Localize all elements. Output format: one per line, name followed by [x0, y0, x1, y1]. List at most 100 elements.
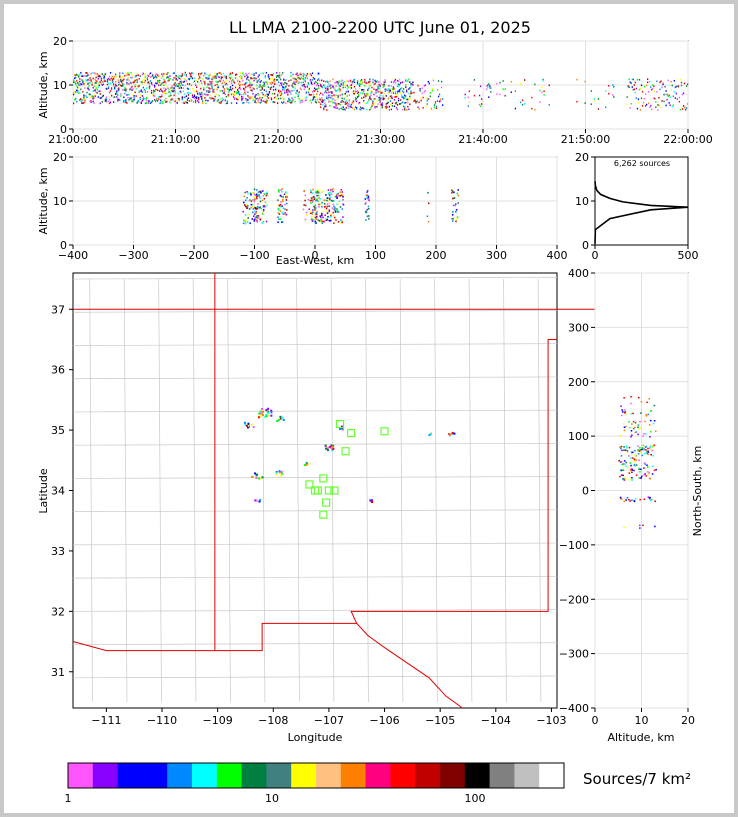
lightning-source-point [409, 103, 411, 106]
lightning-source-point [249, 199, 251, 201]
lightning-source-point [643, 474, 645, 476]
lightning-source-point [324, 91, 326, 94]
lightning-source-point [200, 93, 202, 96]
lightning-source-point [286, 83, 288, 85]
lightning-source-point [305, 463, 308, 466]
lightning-source-point [259, 499, 262, 502]
lightning-source-point [622, 423, 625, 425]
lightning-source-point [665, 90, 667, 92]
lightning-source-point [337, 102, 339, 105]
lightning-source-point [104, 98, 107, 101]
lightning-source-point [75, 97, 77, 100]
lightning-source-point [88, 93, 90, 95]
lightning-source-point [254, 213, 256, 215]
lightning-source-point [646, 401, 648, 404]
lightning-source-point [168, 88, 170, 91]
lightning-source-point [220, 73, 222, 76]
lightning-source-point [620, 474, 623, 476]
lightning-source-point [269, 77, 272, 80]
lightning-source-point [311, 83, 314, 86]
lightning-source-point [257, 191, 260, 193]
lightning-source-point [283, 83, 285, 85]
lightning-source-point [242, 79, 244, 82]
lightning-source-point [123, 96, 125, 99]
lightning-source-point [334, 195, 337, 198]
lightning-source-point [335, 103, 337, 105]
lightning-source-point [253, 77, 255, 79]
lightning-source-point [285, 86, 287, 88]
lightning-source-point [128, 93, 130, 96]
lightning-source-point [654, 430, 657, 432]
lightning-source-point [455, 209, 458, 211]
lightning-source-point [98, 81, 100, 84]
lightning-source-point [80, 71, 82, 74]
lightning-source-point [621, 409, 623, 411]
lightning-source-point [73, 81, 75, 84]
lightning-source-point [240, 83, 242, 86]
lightning-source-point [80, 100, 82, 102]
lightning-source-point [272, 81, 275, 83]
x-tick-label: 100 [365, 249, 386, 262]
lightning-source-point [361, 83, 363, 85]
lightning-source-point [369, 499, 372, 502]
lightning-source-point [670, 80, 672, 83]
colorbar-swatch [241, 763, 267, 788]
lightning-source-point [211, 82, 213, 85]
lightning-source-point [404, 108, 406, 111]
lightning-source-point [644, 473, 646, 475]
lightning-source-point [407, 98, 409, 101]
lightning-source-point [630, 430, 633, 432]
lightning-source-point [263, 82, 265, 84]
lightning-source-point [604, 106, 607, 109]
lightning-source-point [356, 96, 359, 98]
colorbar-swatch [68, 763, 94, 788]
lightning-source-point [442, 104, 444, 106]
lightning-source-point [79, 80, 81, 83]
lightning-source-point [261, 211, 264, 213]
lightning-source-point [97, 75, 99, 78]
lightning-source-point [231, 87, 234, 90]
lightning-source-point [397, 85, 400, 88]
lightning-source-point [265, 414, 268, 417]
lightning-source-point [428, 82, 430, 85]
lightning-source-point [548, 104, 550, 106]
lightning-source-point [286, 209, 288, 211]
lightning-source-point [640, 477, 643, 479]
lightning-source-point [391, 96, 394, 99]
y-tick-label: 400 [568, 267, 589, 280]
lightning-source-point [217, 99, 219, 101]
lightning-source-point [280, 90, 282, 93]
lightning-source-point [111, 79, 114, 81]
lightning-source-point [148, 100, 151, 103]
lightning-source-point [488, 83, 490, 85]
lightning-source-point [638, 468, 640, 471]
lightning-source-point [283, 101, 285, 103]
lightning-source-point [457, 202, 459, 204]
lightning-source-point [204, 72, 206, 75]
lightning-source-point [288, 90, 290, 92]
lightning-source-point [409, 97, 411, 100]
lightning-source-point [317, 78, 320, 80]
lightning-source-point [252, 215, 255, 217]
time-height-panel: 21:00:00 21:10:00 21:20:00 21:30:00 21:40:00… [37, 35, 713, 146]
lightning-source-point [205, 73, 207, 76]
county-border [434, 279, 438, 702]
lightning-source-point [396, 79, 399, 82]
lightning-source-point [261, 86, 263, 89]
lightning-source-point [265, 415, 268, 418]
lightning-source-point [346, 101, 348, 104]
y-tick-label: −100 [559, 539, 589, 552]
lightning-source-point [638, 427, 640, 430]
lightning-source-point [222, 72, 224, 75]
lightning-source-point [145, 87, 148, 90]
lightning-source-point [366, 194, 369, 197]
lightning-source-point [299, 78, 301, 80]
lightning-source-point [337, 192, 339, 195]
lightning-source-point [284, 213, 286, 215]
lightning-source-point [362, 92, 364, 95]
lightning-source-point [673, 91, 675, 93]
lightning-source-point [282, 87, 284, 90]
lightning-source-point [344, 101, 346, 103]
lightning-source-point [284, 203, 286, 206]
